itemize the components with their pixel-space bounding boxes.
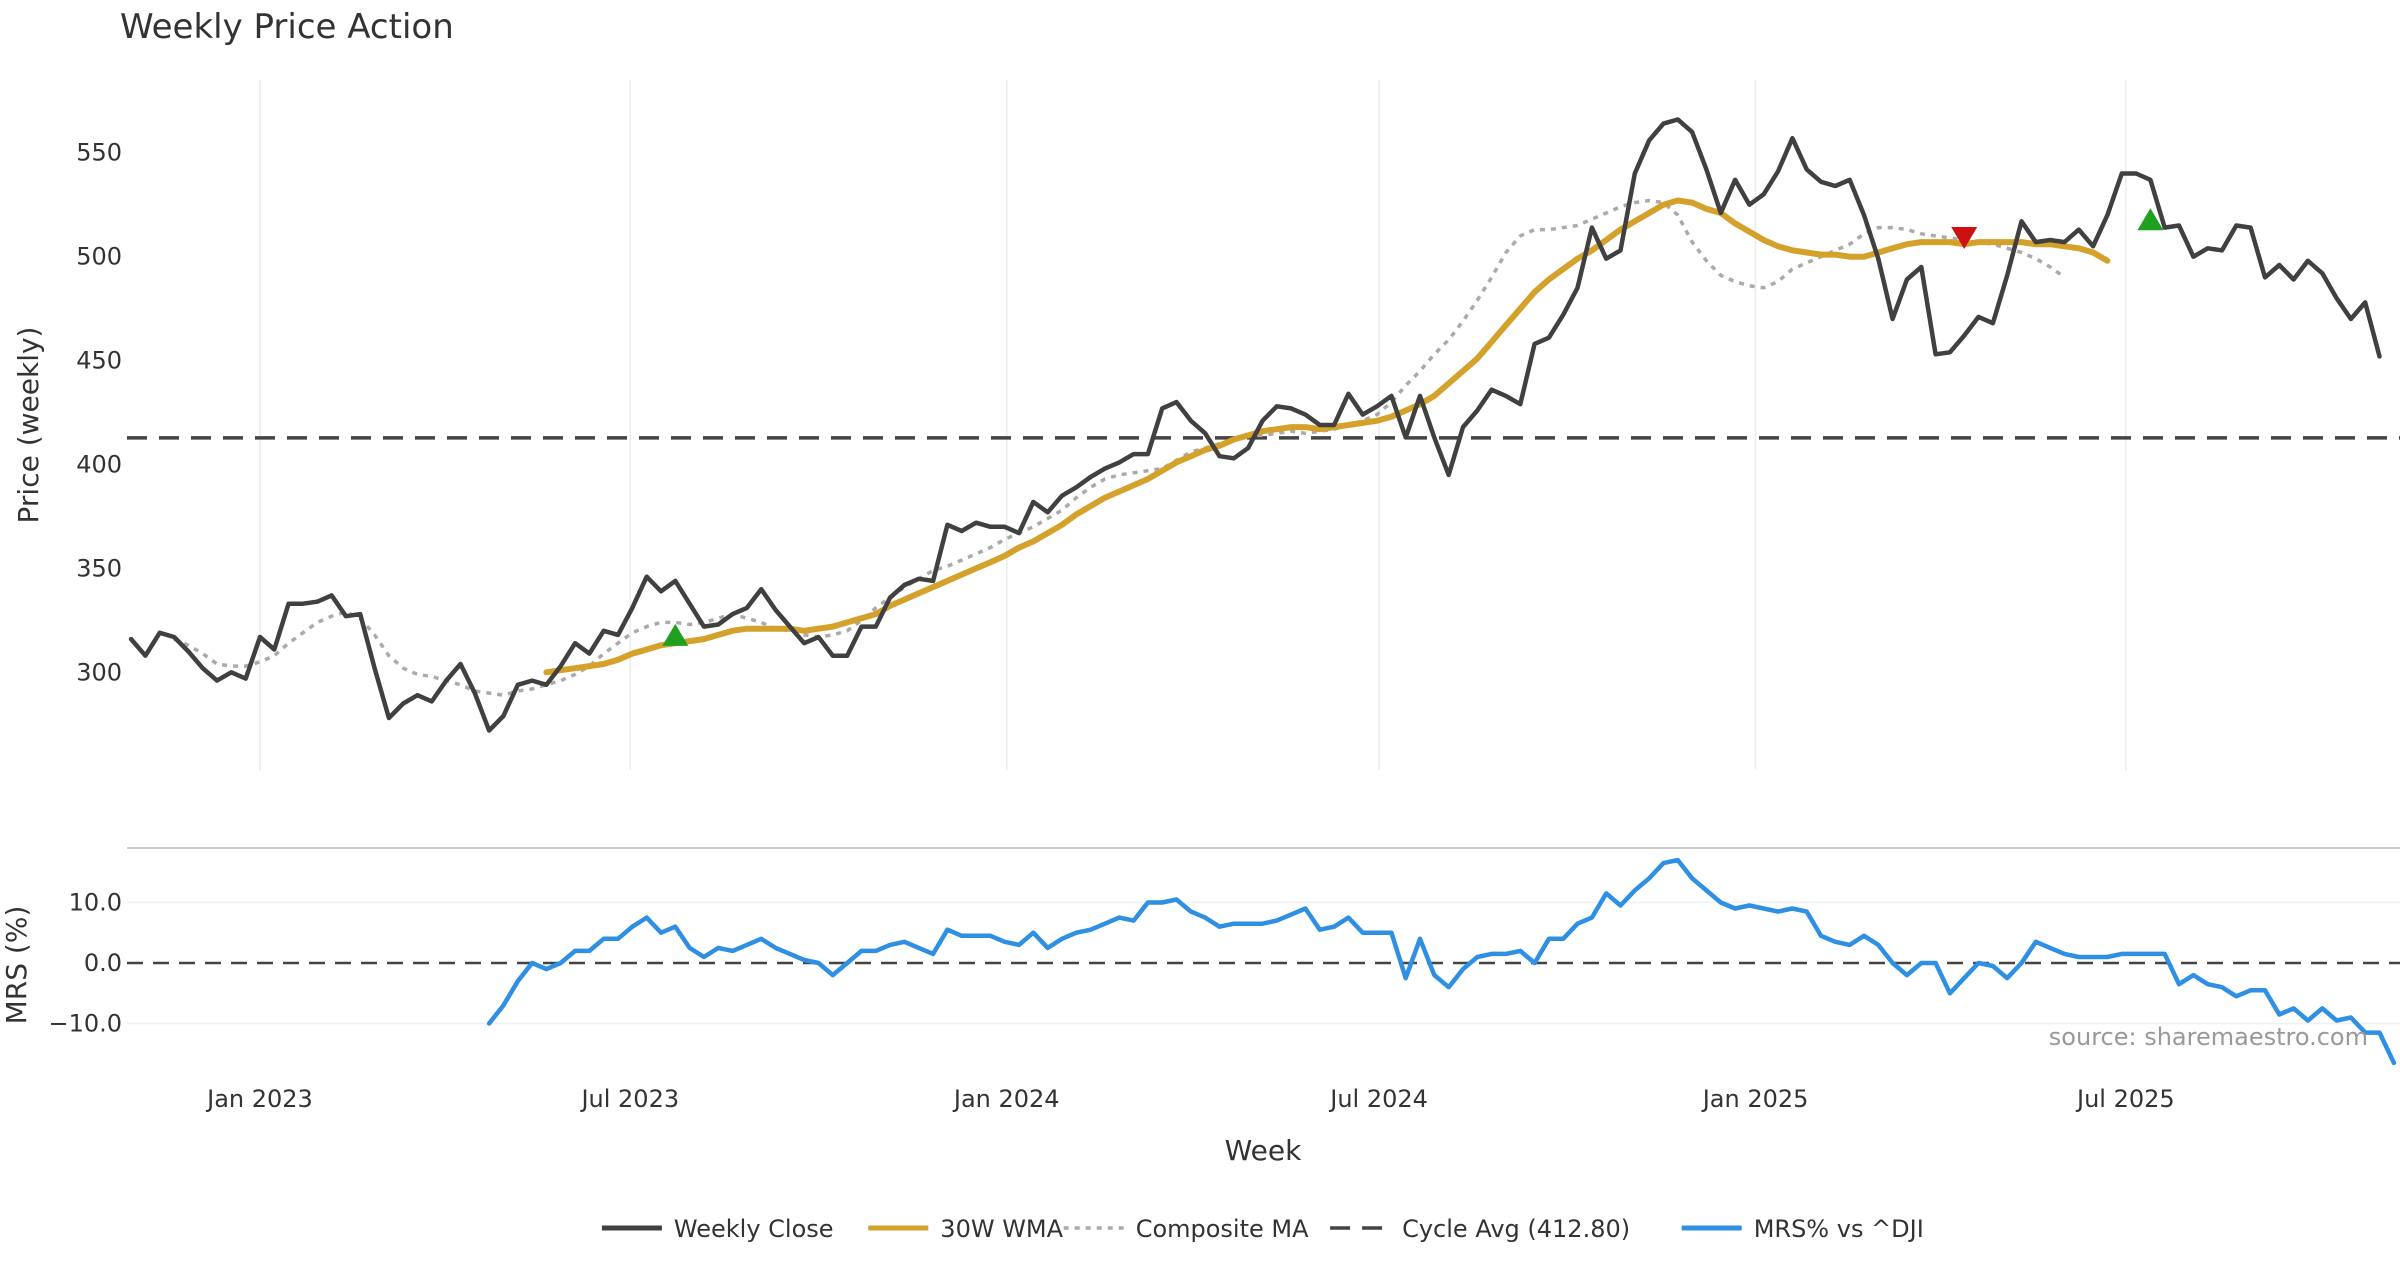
price-y-tick-label: 500	[76, 243, 122, 271]
30w-wma-line	[543, 197, 2111, 676]
mrs-y-tick-label: 10.0	[69, 888, 122, 916]
legend: Weekly Close 30W WMA Composite MA Cycle Avg…	[601, 1215, 1924, 1243]
chart-title: Weekly Price Action	[120, 7, 454, 47]
mrs-y-tick-label: 0.0	[84, 949, 122, 977]
price-y-tick-label: 300	[76, 658, 122, 686]
price-panel: 300 350 400 450 500 550	[76, 80, 2400, 770]
buy-signal-marker	[2137, 208, 2164, 231]
price-y-axis-title: Price (weekly)	[12, 327, 45, 524]
x-axis-title: Week	[1225, 1134, 1302, 1167]
x-tick-label: Jul 2023	[579, 1085, 679, 1113]
source-note: source: sharemaestro.com	[2049, 1023, 2368, 1051]
x-tick-label: Jul 2024	[1328, 1085, 1428, 1113]
buy-signal-marker	[662, 623, 689, 646]
composite-ma-line	[173, 198, 2066, 697]
weekly-close-line	[128, 117, 2382, 733]
x-tick-label: Jan 2023	[205, 1085, 313, 1113]
x-tick-label: Jul 2025	[2075, 1085, 2175, 1113]
mrs-y-axis-title: MRS (%)	[0, 906, 33, 1025]
x-axis: Jan 2023 Jul 2023 Jan 2024 Jul 2024 Jan 2025…	[205, 1085, 2175, 1113]
mrs-vs-dji-line	[486, 857, 2397, 1066]
price-y-tick-label: 550	[76, 139, 122, 167]
sell-signal-marker	[1951, 226, 1978, 249]
price-y-tick-label: 350	[76, 554, 122, 582]
x-tick-label: Jan 2025	[1701, 1085, 1809, 1113]
legend-label-composite-ma: Composite MA	[1136, 1215, 1309, 1243]
mrs-panel: −10.0 0.0 10.0	[48, 847, 2400, 1066]
legend-label-weekly-close: Weekly Close	[674, 1215, 834, 1243]
legend-label-30w-wma: 30W WMA	[940, 1215, 1063, 1243]
x-tick-label: Jan 2024	[952, 1085, 1060, 1113]
price-y-tick-label: 450	[76, 347, 122, 375]
price-y-tick-label: 400	[76, 450, 122, 478]
legend-label-mrs-vs-dji: MRS% vs ^DJI	[1754, 1215, 1924, 1243]
legend-label-cycle-avg-412-80: Cycle Avg (412.80)	[1402, 1215, 1630, 1243]
mrs-y-tick-label: −10.0	[48, 1010, 122, 1038]
